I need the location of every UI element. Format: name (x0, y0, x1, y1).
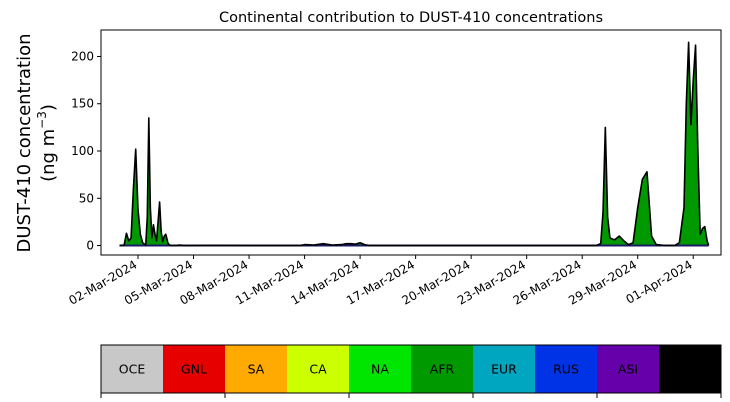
legend-swatch-sa (225, 345, 287, 393)
y-tick-label: 0 (86, 239, 94, 253)
plot-area (100, 29, 722, 256)
legend-label-na: NA (371, 362, 389, 377)
y-axis-label-unit-sup: −3 (35, 111, 49, 129)
legend-label-sa: SA (248, 362, 265, 377)
y-axis-label-line1: DUST-410 concentration (14, 33, 35, 252)
legend-swatch-afr (411, 345, 473, 393)
legend-swatch-gnl (163, 345, 225, 393)
legend-label-asi: ASI (618, 362, 638, 377)
legend-label-ca: CA (309, 362, 327, 377)
y-axis: 0 50 100 150 200 (71, 49, 101, 253)
y-axis-label: DUST-410 concentration (ng m−3) (14, 33, 59, 252)
y-tick-label: 200 (71, 49, 94, 63)
y-tick-label: 50 (79, 191, 94, 205)
x-axis: 02-Mar-202405-Mar-202408-Mar-202411-Mar-… (66, 255, 695, 308)
y-tick-label: 150 (71, 97, 94, 111)
series-line (119, 41, 710, 247)
continent-legend: OCE GNL SA CA NA AFR EUR RUS ASI AUS (100, 344, 722, 398)
legend-swatch-asi (597, 345, 659, 393)
legend-frame (100, 344, 722, 394)
legend-label-oce: OCE (119, 362, 146, 377)
legend-swatch-rus (535, 345, 597, 393)
legend-swatch-eur (473, 345, 535, 393)
legend-swatch-aus (659, 345, 721, 393)
legend-swatch-ca (287, 345, 349, 393)
legend-label-afr: AFR (430, 362, 455, 377)
y-axis-label-unit-prefix: (ng m (38, 129, 59, 182)
series-area (119, 42, 709, 246)
y-tick-label: 100 (71, 144, 94, 158)
legend-label-eur: EUR (491, 362, 517, 377)
legend-label-aus: AUS (677, 362, 703, 377)
y-axis-label-unit-suffix: ) (38, 104, 59, 111)
legend-swatch-na (349, 345, 411, 393)
legend-label-rus: RUS (553, 362, 579, 377)
legend-swatch-oce (101, 345, 163, 393)
y-axis-label-line2: (ng m−3) (35, 104, 59, 182)
chart-title: Continental contribution to DUST-410 con… (219, 10, 603, 26)
legend-label-gnl: GNL (181, 362, 207, 377)
plot-frame (100, 29, 722, 256)
